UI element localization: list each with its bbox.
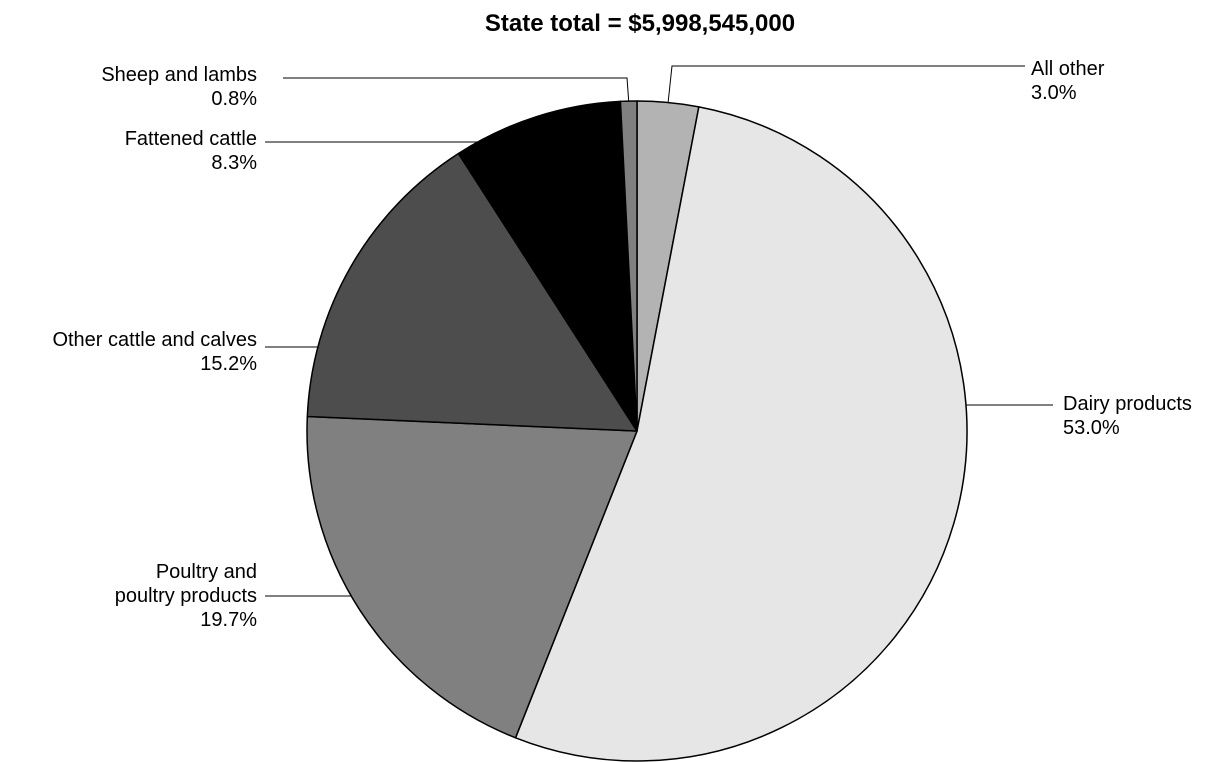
slice-name-label: All other (1031, 58, 1105, 80)
slice-label: Other cattle and calves 15.2% (52, 329, 257, 375)
leader-line (667, 65, 1025, 103)
slice-name-label: Sheep and lambs (101, 64, 257, 86)
leader-lines (265, 65, 1053, 597)
slice-name-label: Fattened cattle (125, 128, 257, 150)
slice-name-label: poultry products (115, 585, 257, 607)
slice-value-label: 0.8% (211, 88, 257, 110)
slice-name-label: Poultry and (156, 561, 257, 583)
slice-label: Dairy products 53.0% (1063, 393, 1192, 439)
slice-value-label: 8.3% (211, 152, 257, 174)
chart-title: State total = $5,998,545,000 (485, 10, 795, 37)
pie-slice (457, 100, 638, 432)
slice-label: Sheep and lambs 0.8% (101, 64, 257, 110)
slice-value-label: 53.0% (1063, 417, 1120, 439)
pie-slice (306, 415, 638, 739)
slice-value-label: 3.0% (1031, 82, 1077, 104)
slice-name-label: Other cattle and calves (52, 329, 257, 351)
pie-slice (306, 152, 638, 432)
slice-name-label: Dairy products (1063, 393, 1192, 415)
pie-slice (619, 100, 638, 432)
slice-label: Poultry and poultry products 19.7% (115, 561, 258, 631)
pie-slices (306, 100, 968, 762)
slice-value-label: 15.2% (200, 353, 257, 375)
slice-label: Fattened cattle 8.3% (125, 128, 258, 174)
slice-labels: All other 3.0% Dairy products 53.0% Poultry … (52, 58, 1192, 631)
slice-label: All other 3.0% (1031, 58, 1105, 104)
pie-slice (514, 106, 968, 762)
slice-value-label: 19.7% (200, 609, 257, 631)
leader-line (283, 77, 630, 102)
